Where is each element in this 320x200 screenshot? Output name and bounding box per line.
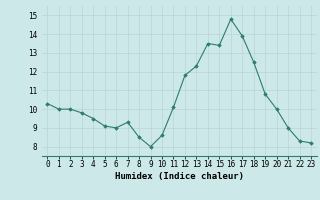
X-axis label: Humidex (Indice chaleur): Humidex (Indice chaleur) — [115, 172, 244, 181]
